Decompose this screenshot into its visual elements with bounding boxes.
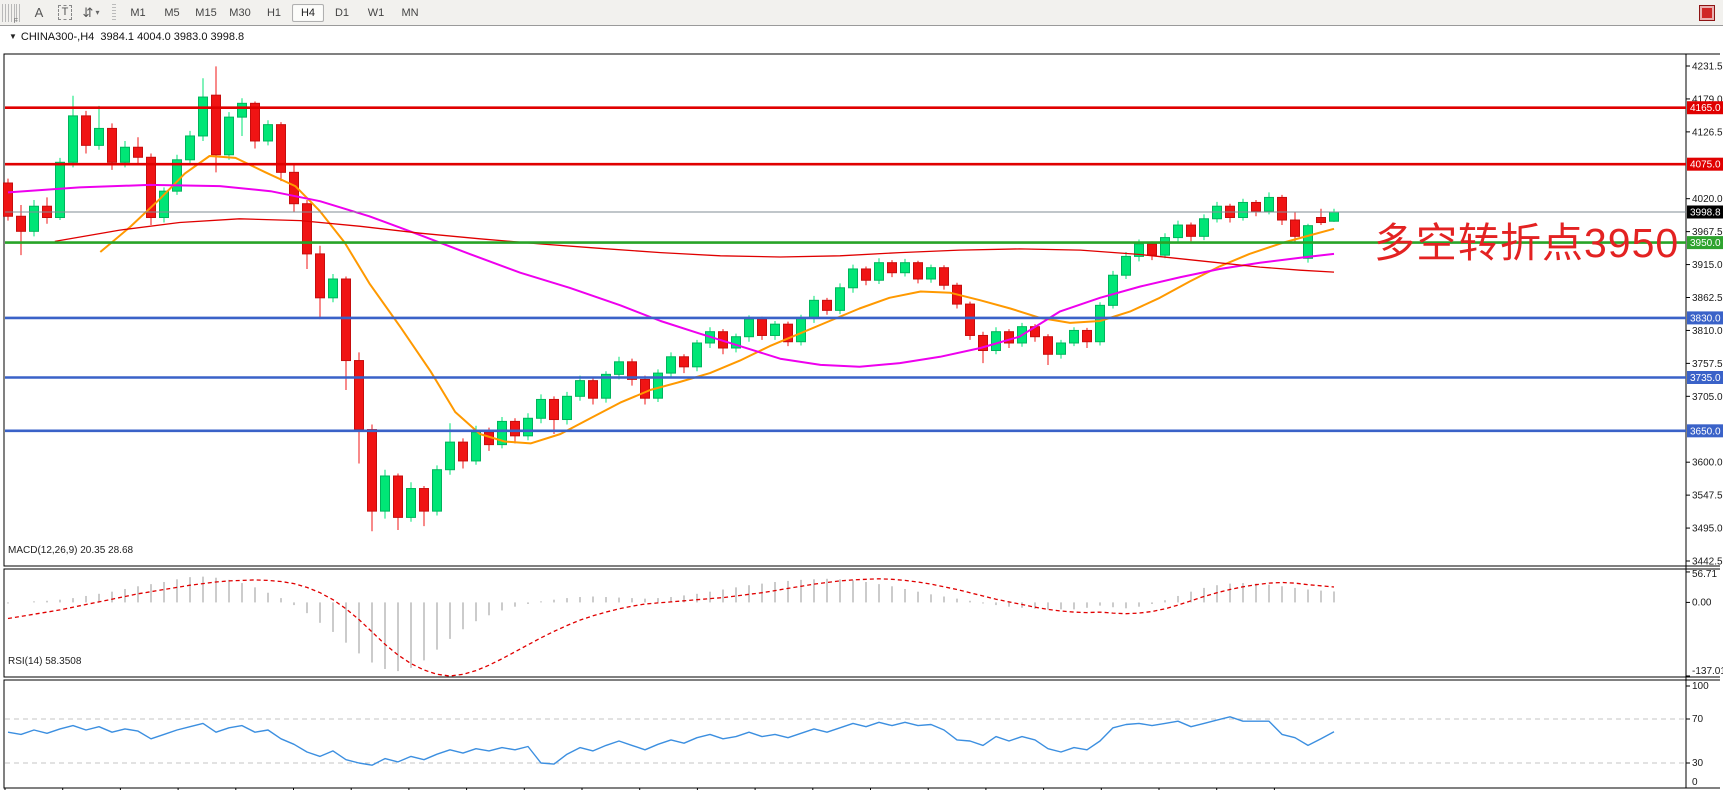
macd-scale-label: 0.00	[1692, 597, 1712, 608]
ma-red-line	[54, 218, 1335, 273]
price-tag-4075.0	[1687, 157, 1723, 171]
price-tag-text: 4075.0	[1690, 160, 1721, 171]
rsi-scale-label: 0	[1692, 777, 1698, 788]
price-tick-label: 4231.5	[1692, 62, 1723, 73]
price-tick-label: 3757.5	[1692, 359, 1723, 370]
price-tick-label: 3915.0	[1692, 260, 1723, 271]
price-tick-label: 3547.5	[1692, 491, 1723, 502]
chart-canvas[interactable]: 4231.5 4179.0 4126.5 4020.0 3967.5 3915.0 3862…	[0, 26, 1723, 790]
price-tag-3998.8	[1687, 205, 1723, 219]
price-tick-label: 3967.5	[1692, 227, 1723, 238]
rsi-line	[7, 716, 1335, 766]
chart-title: ▼ CHINA300-,H4 3984.1 4004.0 3983.0 3998.…	[9, 31, 245, 43]
macd-scale-label: 56.71	[1692, 569, 1717, 580]
toolbar-right-red-icon[interactable]	[1699, 5, 1715, 21]
price-tag-text: 3735.0	[1690, 373, 1721, 384]
panel-frames	[3, 53, 1720, 789]
price-tag-3950.0	[1687, 236, 1723, 250]
price-tick-label: 3442.5	[1692, 557, 1723, 568]
price-tick-label: 4020.0	[1692, 194, 1723, 205]
arrow-objects-icon[interactable]: ⇵ ▾	[82, 4, 100, 20]
ma-magenta-line	[7, 183, 1335, 368]
tf-button-H1[interactable]: H1	[266, 6, 282, 19]
rsi-scale-label: 100	[1692, 681, 1709, 692]
price-tick-label: 3810.0	[1692, 326, 1723, 337]
price-tick-label: 3705.0	[1692, 392, 1723, 403]
time-axis: 14 Feb 202020 Feb 05:0026 Feb 05:003 Mar…	[4, 788, 1275, 790]
ma-orange-line	[99, 155, 1335, 445]
price-tag-text: 3830.0	[1690, 313, 1721, 324]
price-tick-label: 4126.5	[1692, 127, 1723, 138]
price-tag-4165.0	[1687, 101, 1723, 115]
rsi-scale-label: 70	[1692, 714, 1704, 725]
annotation-text[interactable]: 多空转折点3950	[1374, 220, 1680, 266]
price-tick-label: 3600.0	[1692, 458, 1723, 469]
price-tick-label: 3495.0	[1692, 524, 1723, 535]
rsi-scale-label: 30	[1692, 758, 1704, 769]
tf-button-M1[interactable]: M1	[130, 6, 146, 19]
macd-indicator-label: MACD(12,26,9) 20.35 28.68	[8, 545, 134, 556]
tf-button-M30[interactable]: M30	[229, 6, 251, 19]
main-price-panel: 4231.5 4179.0 4126.5 4020.0 3967.5 3915.0 3862…	[3, 62, 1723, 568]
text-box-icon[interactable]: T	[54, 3, 76, 23]
tf-button-M15[interactable]: M15	[195, 6, 217, 19]
tf-button-D1[interactable]: D1	[334, 6, 350, 19]
macd-panel: 56.71 0.00 -137.01	[7, 569, 1723, 677]
dropdown-triangle-icon[interactable]: ▼	[9, 32, 17, 41]
tf-button-M5[interactable]: M5	[164, 6, 180, 19]
macd-signal-line	[7, 578, 1335, 677]
timeframe-buttons: M1 M5 M15 M30 H1 H4 D1 W1 MN	[121, 3, 427, 22]
price-tag-text: 3998.8	[1690, 207, 1721, 218]
tf-button-MN[interactable]: MN	[401, 6, 419, 19]
price-tag-text: 4165.0	[1690, 103, 1721, 114]
price-tag-3735.0	[1687, 370, 1723, 384]
toolbar-drag-handle[interactable]: F	[2, 3, 20, 25]
price-tag-3830.0	[1687, 311, 1723, 325]
toolbar-separator	[112, 3, 116, 22]
rsi-panel: 100 70 30 0	[5, 681, 1709, 789]
chevron-down-icon: ▾	[95, 8, 100, 17]
price-tick-label: 3862.5	[1692, 293, 1723, 304]
price-tag-text: 3650.0	[1690, 426, 1721, 437]
text-label-icon[interactable]: A	[34, 5, 44, 20]
candlesticks	[3, 66, 1339, 532]
tf-button-W1[interactable]: W1	[367, 6, 385, 19]
toolbar: F A T ⇵ ▾ M1 M5 M15 M30 H1 H4 D1 W1 MN	[0, 0, 1723, 26]
chart-window[interactable]: 4231.5 4179.0 4126.5 4020.0 3967.5 3915.0 3862…	[0, 26, 1723, 790]
price-tag-text: 3950.0	[1690, 238, 1721, 249]
price-tag-3650.0	[1687, 424, 1723, 438]
macd-scale-label: -137.01	[1692, 666, 1723, 677]
tf-button-H4[interactable]: H4	[292, 3, 324, 22]
rsi-indicator-label: RSI(14) 58.3508	[8, 656, 82, 667]
price-tick-label: 4179.0	[1692, 94, 1723, 105]
